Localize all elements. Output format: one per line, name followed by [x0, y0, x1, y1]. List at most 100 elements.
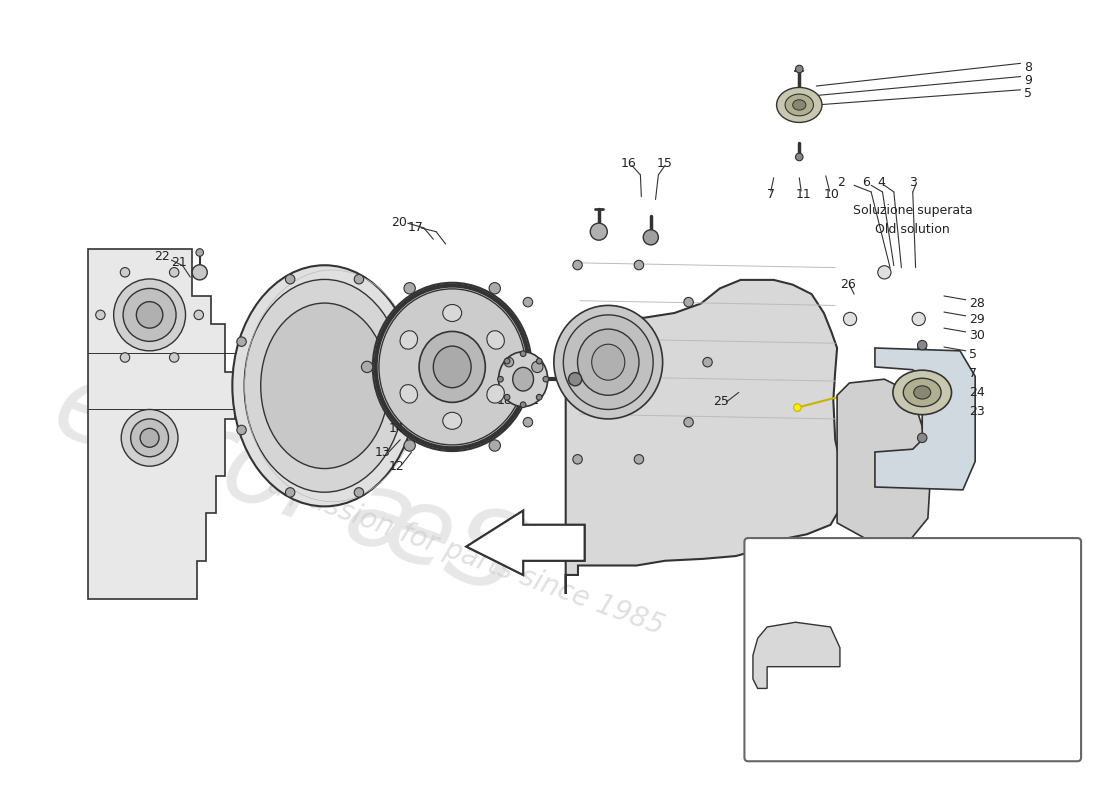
Text: 25: 25 [713, 395, 729, 408]
Ellipse shape [433, 346, 471, 388]
Circle shape [795, 153, 803, 161]
Ellipse shape [893, 370, 952, 414]
Text: 26: 26 [840, 278, 856, 291]
Text: 14: 14 [388, 422, 405, 435]
Circle shape [504, 358, 510, 364]
Circle shape [404, 282, 416, 294]
Ellipse shape [400, 385, 418, 403]
Text: 8: 8 [1024, 61, 1032, 74]
Ellipse shape [903, 378, 942, 406]
Ellipse shape [373, 282, 531, 451]
Circle shape [912, 312, 925, 326]
Circle shape [793, 404, 801, 411]
Text: 3: 3 [909, 176, 916, 189]
Ellipse shape [378, 289, 526, 445]
Ellipse shape [443, 412, 462, 430]
Circle shape [520, 351, 526, 357]
Circle shape [917, 341, 927, 350]
Text: 6: 6 [861, 176, 870, 189]
Circle shape [844, 312, 857, 326]
Circle shape [537, 358, 542, 364]
Text: a passion for parts since 1985: a passion for parts since 1985 [264, 471, 669, 641]
Circle shape [236, 337, 246, 346]
Text: 23: 23 [969, 405, 986, 418]
Ellipse shape [487, 385, 505, 403]
Circle shape [136, 302, 163, 328]
Circle shape [543, 376, 549, 382]
Ellipse shape [777, 87, 822, 122]
Circle shape [404, 440, 416, 451]
Ellipse shape [232, 266, 417, 506]
Text: 12: 12 [388, 460, 405, 473]
Circle shape [524, 298, 532, 307]
Circle shape [703, 358, 713, 367]
Circle shape [635, 260, 643, 270]
Circle shape [497, 376, 504, 382]
Circle shape [635, 454, 643, 464]
Circle shape [123, 289, 176, 342]
Polygon shape [752, 622, 840, 689]
Ellipse shape [498, 352, 548, 406]
Circle shape [403, 426, 412, 434]
Text: 7: 7 [767, 188, 775, 202]
Circle shape [795, 66, 803, 73]
Circle shape [917, 433, 927, 442]
Circle shape [113, 279, 186, 351]
Text: 16: 16 [620, 157, 636, 170]
Polygon shape [837, 379, 930, 544]
FancyBboxPatch shape [745, 538, 1081, 762]
Text: 11: 11 [795, 188, 811, 202]
Circle shape [537, 394, 542, 400]
Circle shape [644, 230, 659, 245]
Circle shape [520, 402, 526, 407]
Circle shape [354, 274, 364, 284]
Circle shape [524, 418, 532, 427]
Text: 5: 5 [969, 348, 978, 361]
Text: 13: 13 [375, 446, 390, 459]
Text: 21: 21 [172, 256, 187, 270]
Ellipse shape [419, 331, 485, 402]
Circle shape [878, 266, 891, 279]
Circle shape [504, 358, 514, 367]
Circle shape [131, 419, 168, 457]
Circle shape [354, 488, 364, 497]
Polygon shape [466, 510, 584, 575]
Text: 30: 30 [969, 329, 986, 342]
Circle shape [591, 223, 607, 240]
Polygon shape [466, 510, 584, 575]
Ellipse shape [513, 367, 534, 391]
Ellipse shape [563, 315, 653, 410]
Ellipse shape [400, 330, 418, 349]
Ellipse shape [785, 94, 814, 116]
Circle shape [120, 267, 130, 277]
Circle shape [684, 418, 693, 427]
Circle shape [403, 337, 412, 346]
Text: 2: 2 [837, 176, 845, 189]
Text: 7: 7 [969, 367, 978, 380]
Text: 4: 4 [878, 176, 886, 189]
Ellipse shape [261, 303, 388, 469]
Text: 1: 1 [530, 394, 539, 406]
Ellipse shape [554, 306, 662, 419]
Circle shape [285, 274, 295, 284]
Circle shape [684, 298, 693, 307]
Text: 10: 10 [824, 188, 839, 202]
Polygon shape [565, 280, 843, 594]
Circle shape [169, 267, 179, 277]
Ellipse shape [244, 279, 405, 492]
Circle shape [196, 249, 204, 256]
Text: 29: 29 [969, 313, 986, 326]
Text: 15: 15 [657, 157, 672, 170]
Ellipse shape [443, 305, 462, 322]
Ellipse shape [793, 100, 806, 110]
Text: Soluzione superata
Old solution: Soluzione superata Old solution [852, 204, 972, 236]
Text: 19: 19 [514, 394, 529, 406]
Circle shape [120, 353, 130, 362]
Text: 18: 18 [497, 394, 513, 406]
Text: 17: 17 [408, 222, 424, 234]
Circle shape [236, 426, 246, 434]
Circle shape [169, 353, 179, 362]
Circle shape [490, 282, 500, 294]
Text: 5: 5 [1024, 87, 1032, 100]
Text: 24: 24 [969, 386, 986, 399]
